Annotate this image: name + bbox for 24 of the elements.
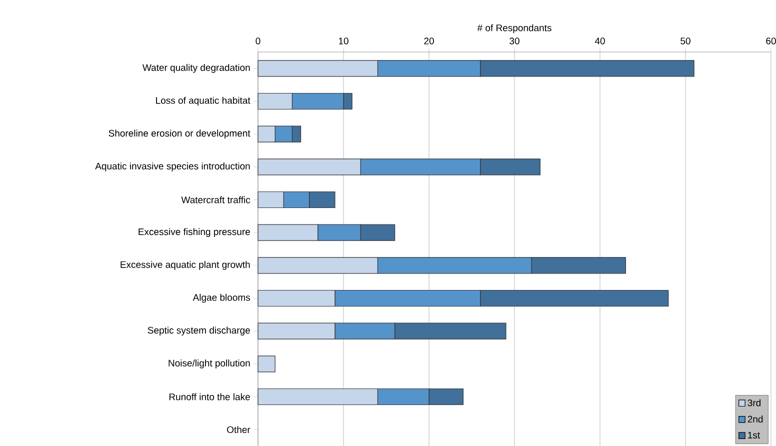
x-tick-label: 20 xyxy=(424,38,434,44)
legend-label: 3rd xyxy=(748,399,760,406)
y-tick-label: Water quality degradation xyxy=(142,64,250,73)
legend-label: 2nd xyxy=(748,416,763,423)
y-tick-label: Watercraft traffic xyxy=(181,196,250,204)
bar xyxy=(258,356,276,372)
y-tick-label: Algae blooms xyxy=(192,294,250,303)
x-tick-label: 10 xyxy=(338,38,348,44)
x-tick-label: 30 xyxy=(510,38,520,44)
y-tick-label: Aquatic invasive species introduction xyxy=(95,162,250,172)
y-tick-label: Runoff into the lake xyxy=(169,393,250,400)
x-axis-title: # of Respondants xyxy=(477,24,552,34)
y-tick-label: Excessive aquatic plant growth xyxy=(120,260,250,270)
legend-label: 1st xyxy=(748,432,760,438)
y-tick-label: Excessive fishing pressure xyxy=(138,228,250,238)
x-tick-label: 40 xyxy=(594,38,605,44)
y-tick-label: Septic system discharge xyxy=(148,326,250,336)
x-tick-label: 50 xyxy=(680,38,690,44)
x-tick-label: 60 xyxy=(766,38,776,44)
y-tick-label: Shoreline erosion or development xyxy=(108,130,250,139)
y-tick-label: Noise/light pollution xyxy=(168,359,250,368)
y-tick-label: Other xyxy=(227,426,250,434)
x-tick-label: 0 xyxy=(256,38,260,44)
y-tick-label: Loss of aquatic habitat xyxy=(156,96,250,106)
